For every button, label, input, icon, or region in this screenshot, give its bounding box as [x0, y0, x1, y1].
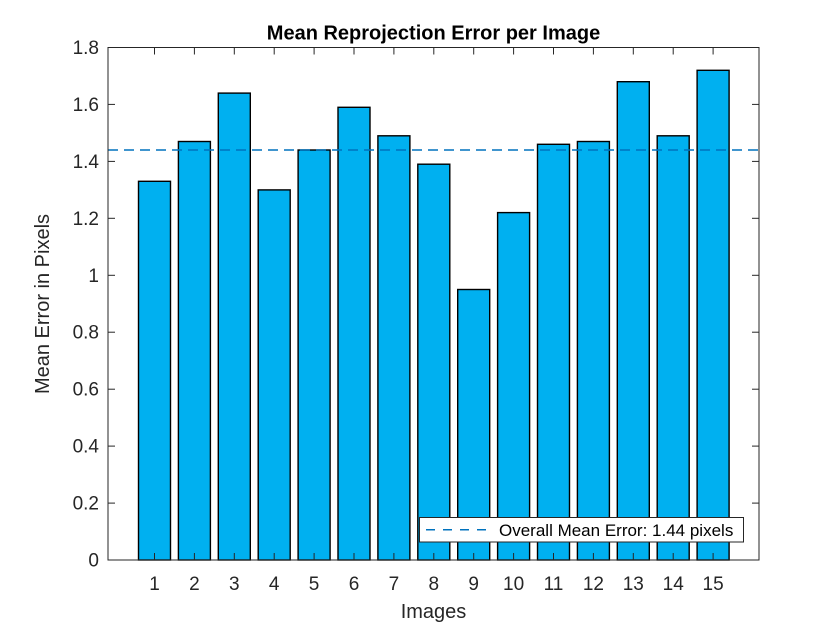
bar-image-2: [177, 140, 212, 561]
x-tick-label: 8: [429, 574, 440, 595]
x-tick-label: 3: [229, 574, 240, 595]
bar-image-5: [297, 149, 331, 561]
bar-image-9: [457, 288, 491, 561]
y-tick-label: 1.8: [73, 38, 99, 59]
bar-image-15: [696, 69, 730, 561]
bars-layer: [137, 69, 730, 561]
bar-image-8: [417, 163, 451, 561]
legend-box: [419, 517, 744, 543]
x-tick-label: 11: [544, 574, 564, 595]
x-tick-label: 13: [623, 574, 644, 595]
bar-image-10: [496, 211, 531, 561]
y-tick-label: 1.6: [73, 95, 99, 116]
bar-image-14: [656, 135, 690, 561]
x-tick-label: 4: [269, 574, 280, 595]
x-tick-label: 9: [468, 574, 479, 595]
x-tick-label: 5: [309, 574, 320, 595]
y-tick-label: 0.6: [73, 380, 99, 401]
x-tick-label: 6: [349, 574, 360, 595]
y-tick-label: 0.8: [73, 323, 99, 344]
bar-image-13: [616, 80, 650, 561]
legend-label: Overall Mean Error: 1.44 pixels: [499, 521, 733, 540]
bar-image-1: [137, 180, 172, 561]
x-tick-label: 1: [149, 574, 160, 595]
x-tick-label: 7: [389, 574, 400, 595]
x-tick-label: 10: [503, 574, 524, 595]
x-tick-label: 2: [189, 574, 200, 595]
ticks-layer: 00.20.40.60.811.21.41.61.81 2 3 4 5 6 7 8 9 10 11 1…: [73, 38, 759, 595]
y-tick-label: 1: [88, 266, 99, 287]
y-tick-label: 0.4: [73, 437, 100, 458]
chart-title: Mean Reprojection Error per Image: [267, 23, 600, 45]
y-tick-label: 1.2: [73, 209, 99, 230]
x-tick-label: 14: [663, 574, 685, 595]
x-tick-label: 12: [583, 574, 604, 595]
bar-image-4: [257, 189, 291, 561]
x-axis-label: Images: [401, 601, 467, 623]
x-tick-label: 15: [703, 574, 724, 595]
legend: Overall Mean Error: 1.44 pixels: [419, 517, 744, 543]
y-tick-label: 0: [88, 551, 99, 572]
y-tick-label: 1.4: [73, 152, 100, 173]
bar-image-6: [337, 106, 371, 561]
bar-image-12: [576, 140, 611, 561]
bar-image-3: [217, 92, 252, 561]
bar-image-7: [377, 135, 411, 561]
bar-image-11: [536, 143, 571, 561]
y-tick-label: 0.2: [73, 494, 99, 515]
y-axis-label: Mean Error in Pixels: [32, 214, 54, 394]
